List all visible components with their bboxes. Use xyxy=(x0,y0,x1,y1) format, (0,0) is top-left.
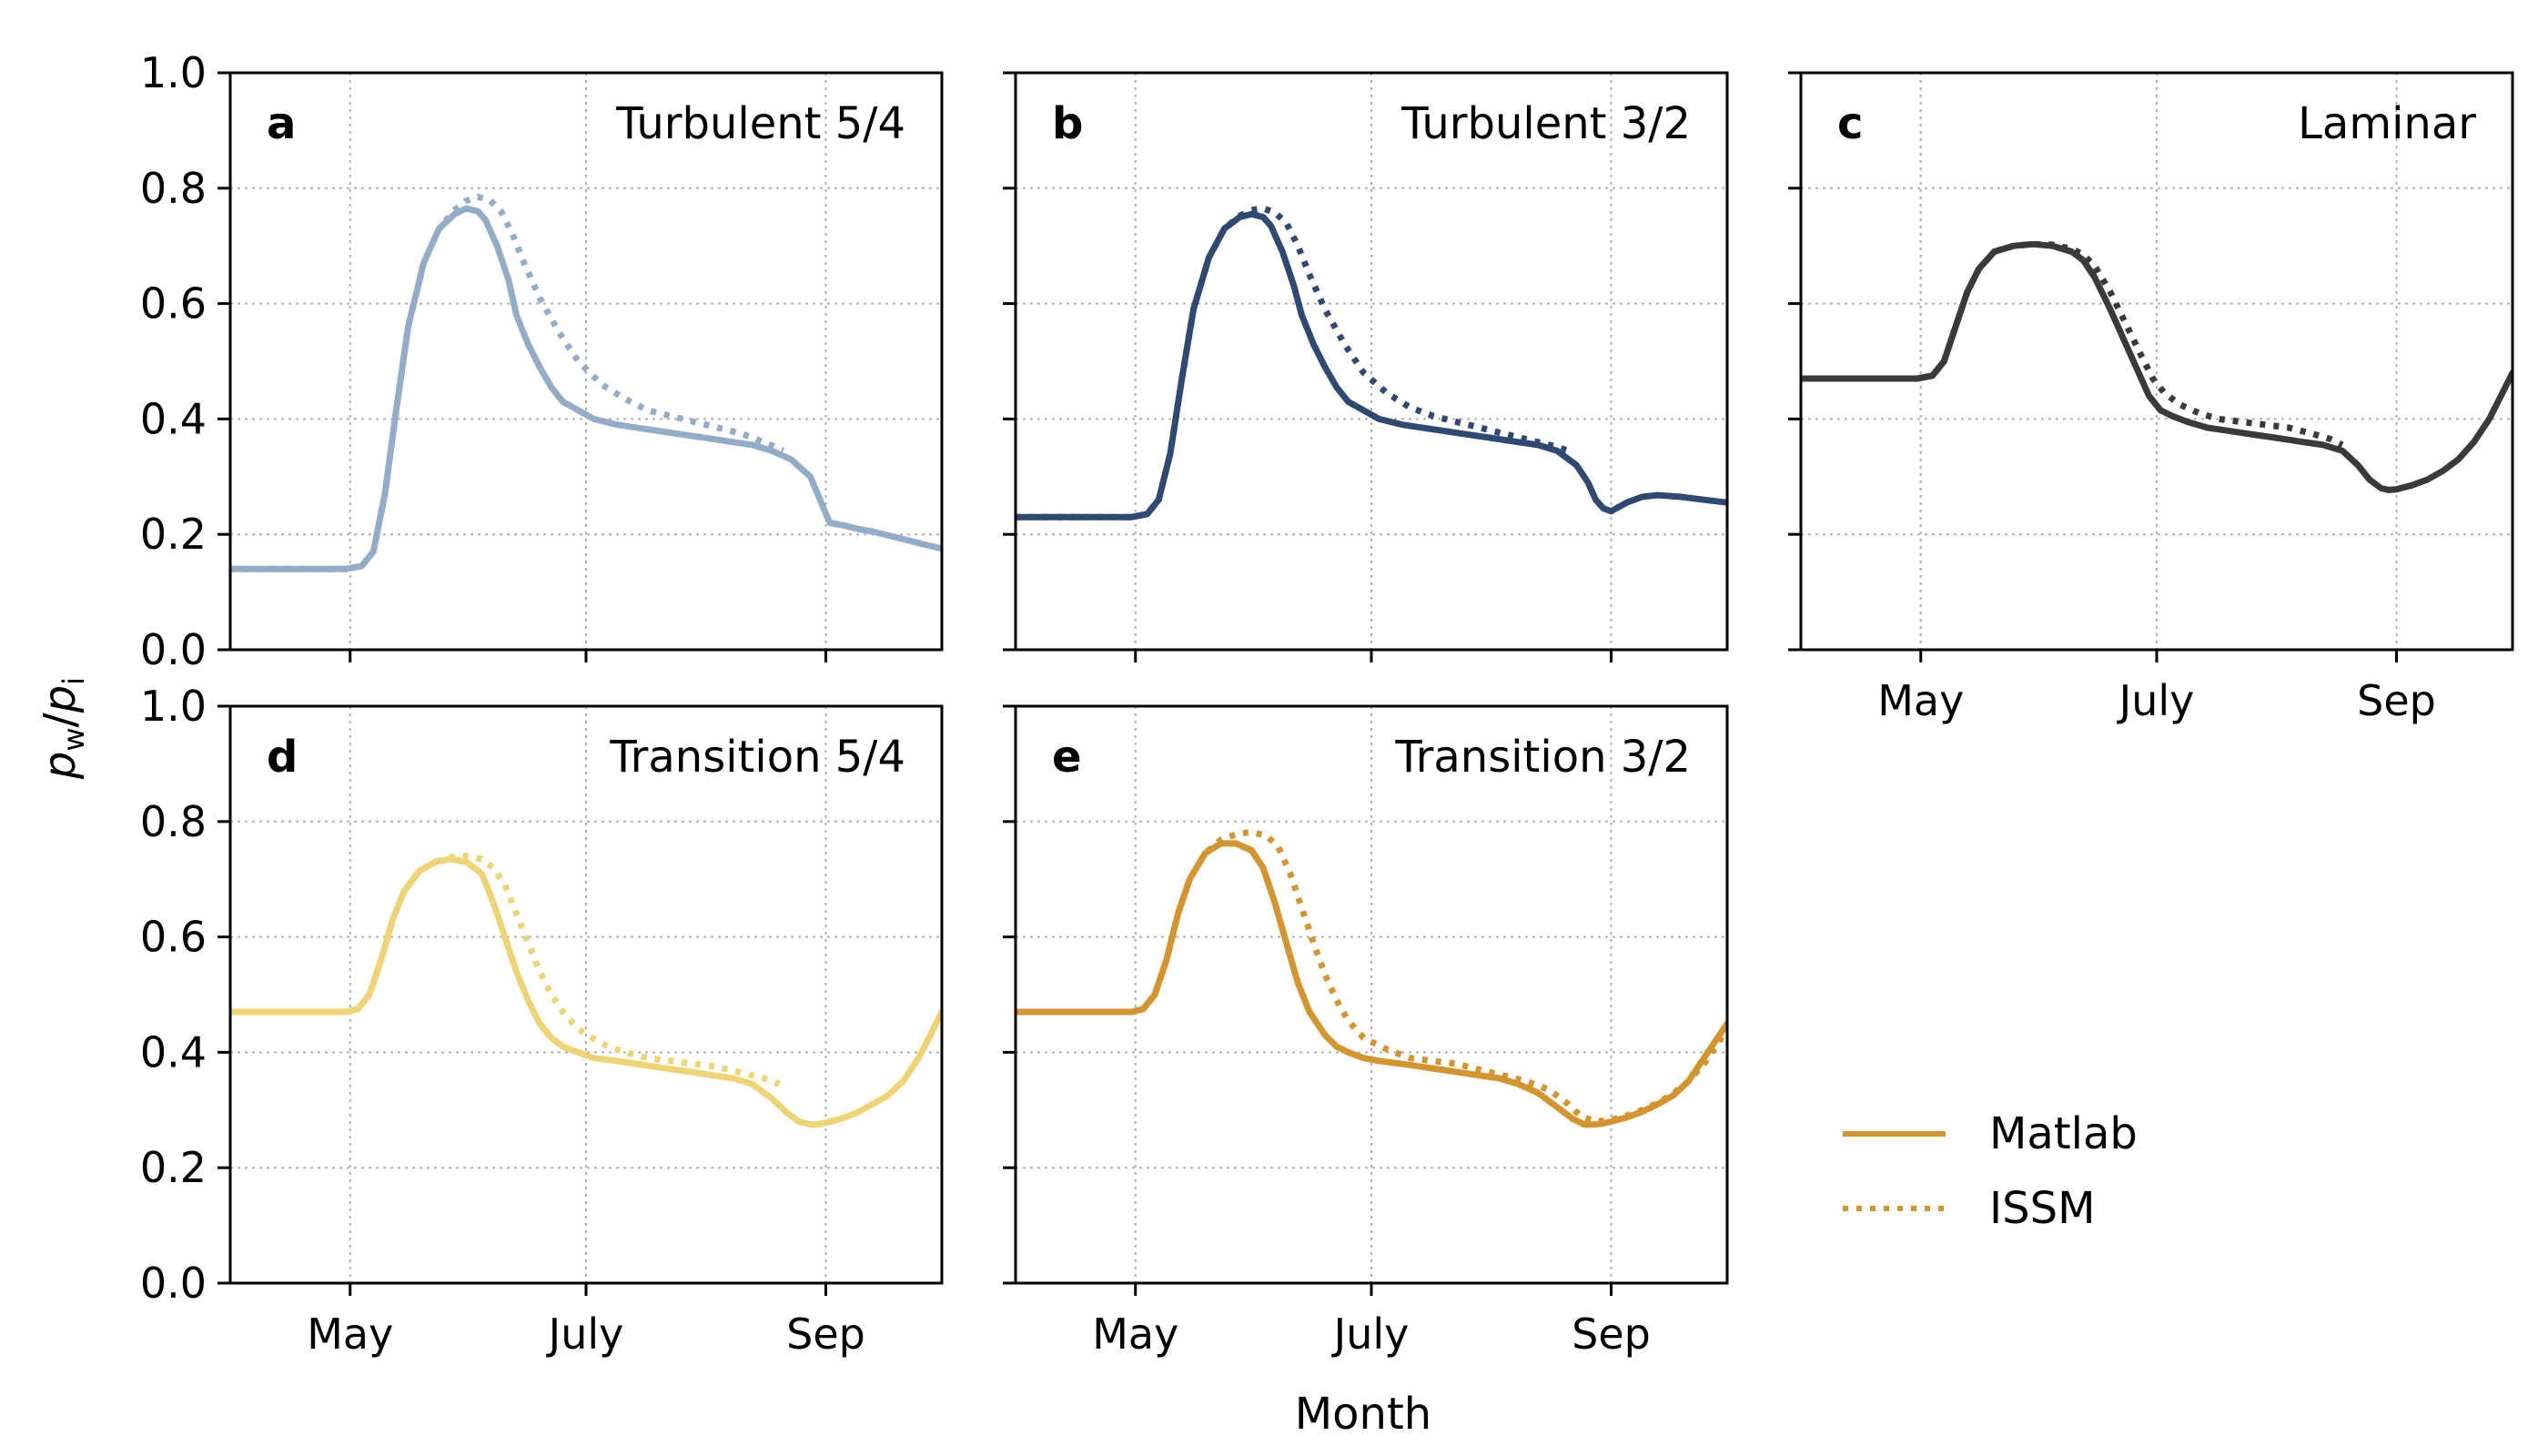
y-tick-label: 0.2 xyxy=(140,510,207,559)
panel-title: Turbulent 5/4 xyxy=(615,98,905,149)
svg-text:pw/pi: pw/pi xyxy=(35,677,91,780)
panel-d: 0.0 0.2 0.4 0.6 0.8 1.0 May July Sep d Transition … xyxy=(140,682,944,1359)
x-tick-label: May xyxy=(307,1309,393,1359)
series-issm-line xyxy=(1016,828,1727,1125)
panel-a: 0.0 0.2 0.4 0.6 0.8 1.0 a Turbulent 5/4 xyxy=(140,48,944,674)
series-matlab-line xyxy=(1016,210,1727,521)
legend-issm-label: ISSM xyxy=(1989,1183,2096,1234)
y-tick-label: 0.8 xyxy=(140,797,207,846)
y-axis-title: pw/pi xyxy=(35,677,91,780)
y-tick-label: 0.4 xyxy=(140,394,207,443)
panel-letter: a xyxy=(267,98,296,149)
y-tick-label: 0.2 xyxy=(140,1143,207,1192)
y-tick-label: 0.6 xyxy=(140,913,207,962)
panels: 0.0 0.2 0.4 0.6 0.8 1.0 a Turbulent 5/4 b Turbule… xyxy=(140,48,2514,1359)
panel-title: Transition 5/4 xyxy=(609,732,905,783)
series-issm-line xyxy=(1016,205,1570,521)
series-issm-line xyxy=(230,193,785,572)
x-tick-label: May xyxy=(1877,676,1964,725)
series-matlab-line xyxy=(1801,240,2513,493)
y-tick-label: 0.4 xyxy=(140,1027,207,1077)
x-tick-label: July xyxy=(1331,1309,1410,1359)
y-tick-label: 1.0 xyxy=(140,48,207,97)
panel-title: Transition 3/2 xyxy=(1394,732,1691,783)
panel-letter: b xyxy=(1052,98,1083,149)
y-tick-label: 0.8 xyxy=(140,164,207,213)
series-matlab-line xyxy=(230,205,942,572)
panel-c: May July Sep c Laminar xyxy=(1788,71,2514,725)
x-tick-label: July xyxy=(2117,676,2195,725)
series-matlab-line xyxy=(230,855,942,1128)
x-tick-label: Sep xyxy=(1572,1309,1651,1359)
series-issm-line xyxy=(1801,240,2344,449)
y-tick-label: 0.0 xyxy=(140,1259,207,1308)
x-tick-label: May xyxy=(1092,1309,1178,1359)
legend-matlab-label: Matlab xyxy=(1989,1108,2138,1159)
legend: Matlab ISSM xyxy=(1843,1108,2138,1234)
panel-letter: c xyxy=(1837,98,1863,149)
x-tick-label: July xyxy=(546,1309,624,1359)
series-issm-line xyxy=(230,853,781,1087)
x-tick-label: Sep xyxy=(2357,676,2436,725)
panel-letter: d xyxy=(267,732,298,783)
panel-b: b Turbulent 3/2 xyxy=(1003,71,1729,662)
panel-e: May July Sep e Transition 3/2 xyxy=(1003,704,1729,1359)
panel-letter: e xyxy=(1052,732,1082,783)
y-tick-label: 0.0 xyxy=(140,625,207,674)
series-matlab-line xyxy=(1016,840,1727,1128)
panel-title: Turbulent 3/2 xyxy=(1400,98,1691,149)
x-axis-title: Month xyxy=(1295,1389,1431,1440)
panel-title: Laminar xyxy=(2298,98,2476,149)
y-tick-label: 1.0 xyxy=(140,682,207,731)
x-tick-label: Sep xyxy=(786,1309,865,1359)
y-tick-label: 0.6 xyxy=(140,279,207,329)
